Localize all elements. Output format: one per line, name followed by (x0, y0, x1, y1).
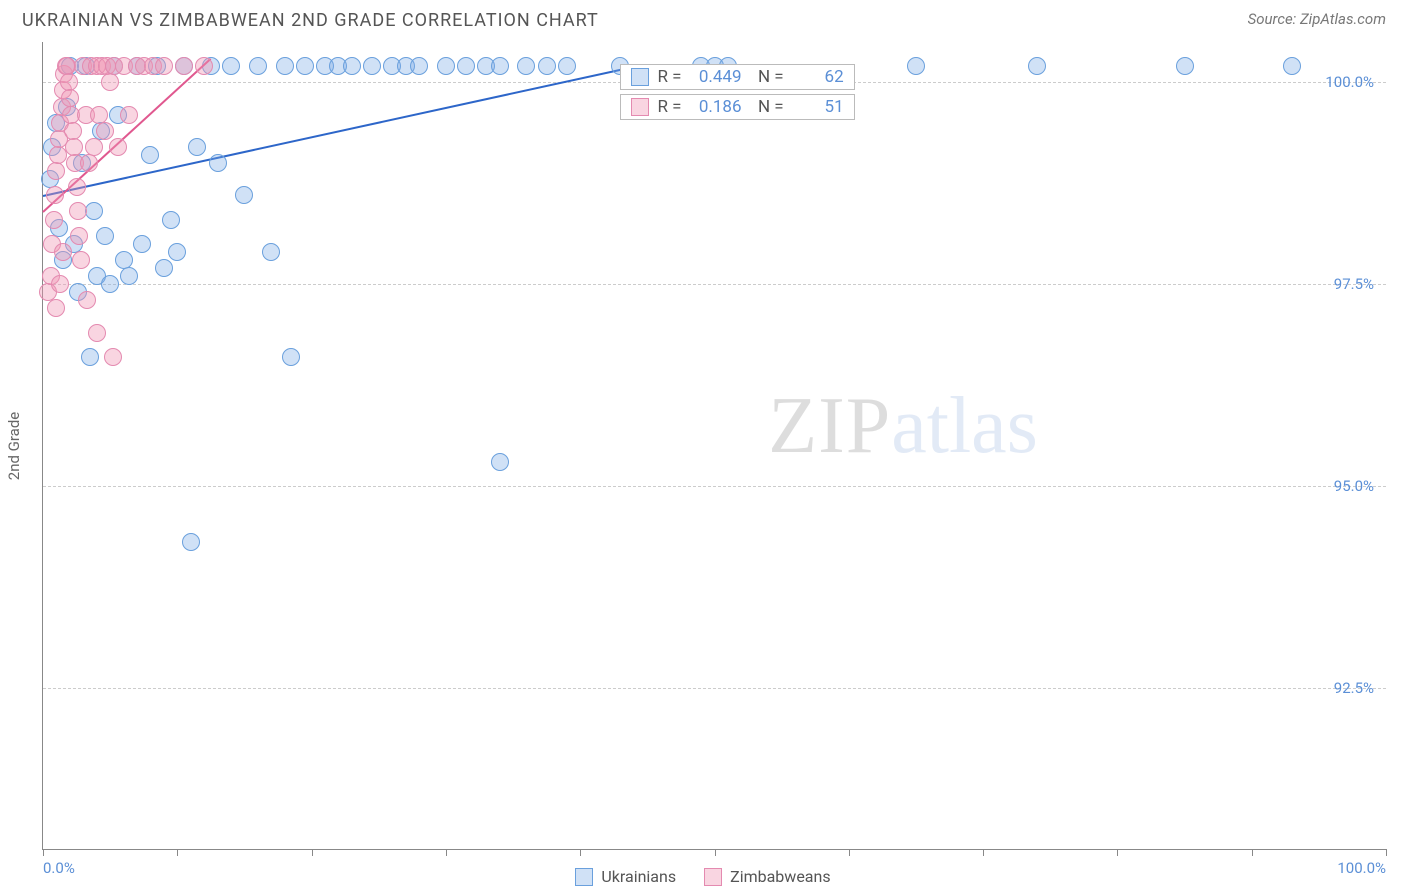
data-point (155, 57, 173, 75)
data-point (69, 202, 87, 220)
data-point (141, 146, 159, 164)
legend-label: Zimbabweans (730, 867, 830, 886)
y-tick-label: 100.0% (1325, 73, 1374, 91)
stat-label: N = (750, 97, 784, 117)
data-point (104, 348, 122, 366)
data-point (45, 211, 63, 229)
data-point (1028, 57, 1046, 75)
data-point (120, 106, 138, 124)
stat-r-value: 0.449 (690, 67, 742, 87)
legend-label: Ukrainians (601, 867, 676, 886)
data-point (282, 348, 300, 366)
data-point (78, 291, 96, 309)
y-axis-label: 2nd Grade (5, 412, 23, 480)
chart-title: UKRAINIAN VS ZIMBABWEAN 2ND GRADE CORREL… (22, 10, 599, 31)
data-point (182, 533, 200, 551)
x-tick (715, 849, 716, 856)
x-tick (1117, 849, 1118, 856)
stat-n-value: 62 (792, 67, 844, 87)
data-point (343, 57, 361, 75)
gridline (43, 284, 1386, 285)
data-point (70, 227, 88, 245)
data-point (81, 348, 99, 366)
x-tick (983, 849, 984, 856)
data-point (47, 299, 65, 317)
data-point (262, 243, 280, 261)
data-point (276, 57, 294, 75)
data-point (101, 275, 119, 293)
watermark: ZIPatlas (768, 381, 1038, 472)
source-text: Source: ZipAtlas.com (1248, 10, 1386, 28)
data-point (538, 57, 556, 75)
data-point (1283, 57, 1301, 75)
data-point (491, 453, 509, 471)
data-point (558, 57, 576, 75)
data-point (54, 243, 72, 261)
stat-label: R = (657, 67, 681, 87)
data-point (162, 211, 180, 229)
x-tick (1386, 849, 1387, 856)
data-point (363, 57, 381, 75)
data-point (96, 122, 114, 140)
data-point (80, 154, 98, 172)
series-swatch (631, 68, 649, 86)
stat-label: R = (657, 97, 681, 117)
x-tick (580, 849, 581, 856)
x-tick (849, 849, 850, 856)
stat-r-value: 0.186 (690, 97, 742, 117)
data-point (109, 138, 127, 156)
data-point (209, 154, 227, 172)
data-point (188, 138, 206, 156)
stat-box: R = 0.186 N = 51 (620, 94, 854, 120)
data-point (907, 57, 925, 75)
x-tick (312, 849, 313, 856)
data-point (88, 324, 106, 342)
legend-swatch (575, 868, 593, 886)
gridline (43, 688, 1386, 689)
series-swatch (631, 98, 649, 116)
data-point (437, 57, 455, 75)
data-point (222, 57, 240, 75)
data-point (72, 251, 90, 269)
x-tick (177, 849, 178, 856)
data-point (195, 57, 213, 75)
legend-item: Ukrainians (575, 867, 676, 886)
data-point (457, 57, 475, 75)
x-tick (1252, 849, 1253, 856)
plot-area: 92.5%95.0%97.5%100.0%0.0%100.0%ZIPatlasR… (42, 42, 1386, 850)
data-point (249, 57, 267, 75)
legend-item: Zimbabweans (704, 867, 830, 886)
data-point (47, 162, 65, 180)
legend-swatch (704, 868, 722, 886)
data-point (1176, 57, 1194, 75)
gridline (43, 486, 1386, 487)
legend: Ukrainians Zimbabweans (0, 867, 1406, 886)
y-tick-label: 92.5% (1334, 679, 1374, 697)
data-point (235, 186, 253, 204)
data-point (85, 138, 103, 156)
data-point (68, 178, 86, 196)
data-point (51, 275, 69, 293)
data-point (168, 243, 186, 261)
data-point (155, 259, 173, 277)
stat-label: N = (750, 67, 784, 87)
x-tick (446, 849, 447, 856)
y-tick-label: 97.5% (1334, 275, 1374, 293)
data-point (296, 57, 314, 75)
stat-box: R = 0.449 N = 62 (620, 64, 854, 90)
data-point (96, 227, 114, 245)
data-point (175, 57, 193, 75)
data-point (120, 267, 138, 285)
data-point (517, 57, 535, 75)
data-point (133, 235, 151, 253)
data-point (410, 57, 428, 75)
y-tick-label: 95.0% (1334, 477, 1374, 495)
data-point (46, 186, 64, 204)
x-tick (43, 849, 44, 856)
data-point (85, 202, 103, 220)
stat-n-value: 51 (792, 97, 844, 117)
data-point (491, 57, 509, 75)
data-point (101, 73, 119, 91)
